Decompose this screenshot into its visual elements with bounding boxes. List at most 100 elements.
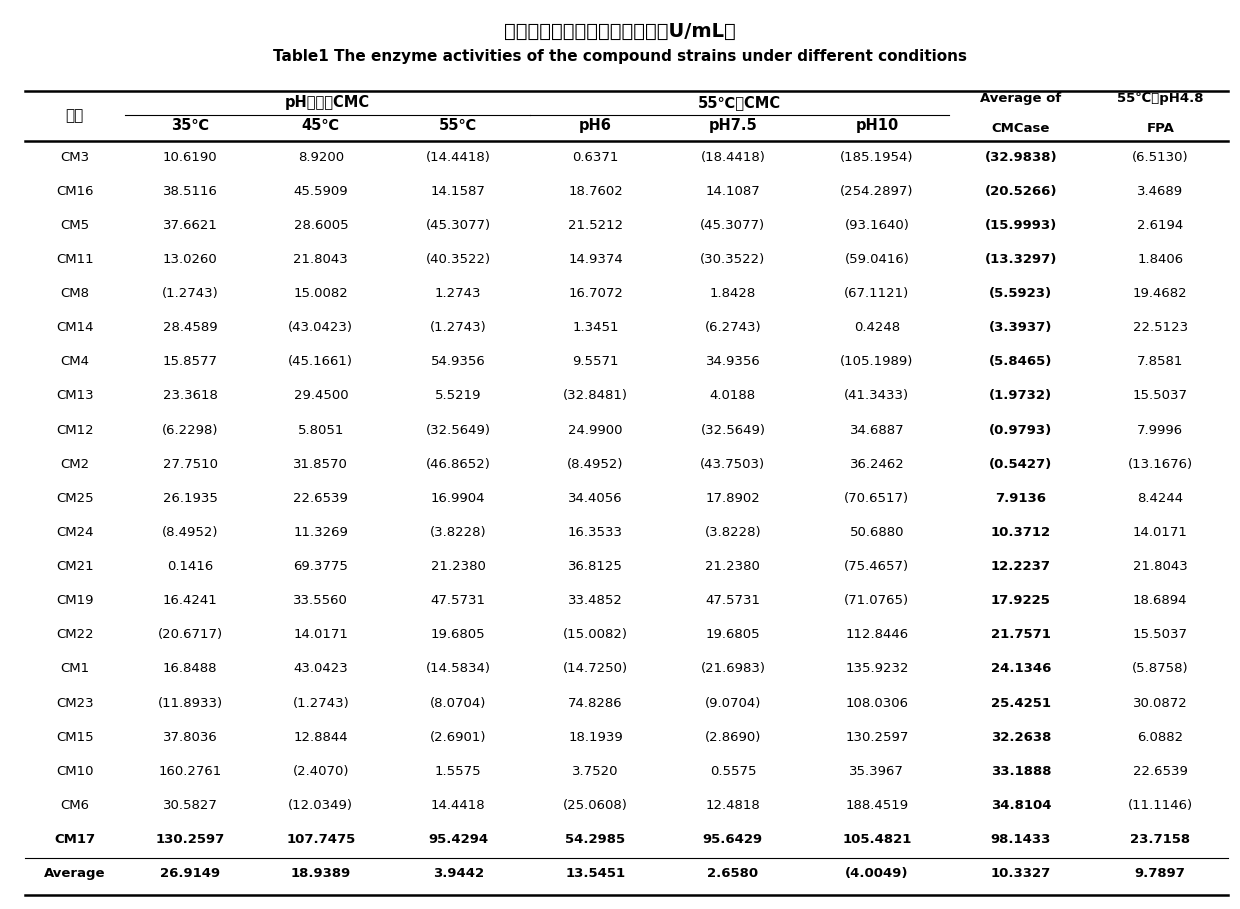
Text: (25.0608): (25.0608) xyxy=(563,799,627,812)
Text: (1.2743): (1.2743) xyxy=(430,321,486,335)
Text: 16.7072: 16.7072 xyxy=(568,287,622,300)
Text: 14.4418: 14.4418 xyxy=(430,799,486,812)
Text: 23.3618: 23.3618 xyxy=(162,389,217,403)
Text: CM5: CM5 xyxy=(61,219,89,232)
Text: (1.2743): (1.2743) xyxy=(161,287,218,300)
Text: 16.8488: 16.8488 xyxy=(162,663,217,675)
Text: 15.5037: 15.5037 xyxy=(1133,628,1188,642)
Text: (32.5649): (32.5649) xyxy=(425,424,491,436)
Text: 3.7520: 3.7520 xyxy=(573,764,619,778)
Text: pH7.5: pH7.5 xyxy=(708,118,758,134)
Text: 6.0882: 6.0882 xyxy=(1137,731,1183,744)
Text: (20.6717): (20.6717) xyxy=(157,628,223,642)
Text: 37.6621: 37.6621 xyxy=(162,219,217,232)
Text: (5.8758): (5.8758) xyxy=(1132,663,1189,675)
Text: CM11: CM11 xyxy=(56,253,93,266)
Text: 50.6880: 50.6880 xyxy=(849,526,904,539)
Text: 55℃: 55℃ xyxy=(439,118,477,134)
Text: 18.7602: 18.7602 xyxy=(568,185,622,197)
Text: 10.3712: 10.3712 xyxy=(991,526,1052,539)
Text: 130.2597: 130.2597 xyxy=(846,731,909,744)
Text: 12.2237: 12.2237 xyxy=(991,560,1052,573)
Text: 55℃／CMC: 55℃／CMC xyxy=(698,95,781,110)
Text: CM17: CM17 xyxy=(55,834,95,846)
Text: (32.9838): (32.9838) xyxy=(985,151,1058,164)
Text: 1.8428: 1.8428 xyxy=(709,287,756,300)
Text: 26.9149: 26.9149 xyxy=(160,867,221,880)
Text: 47.5731: 47.5731 xyxy=(430,594,486,607)
Text: (43.7503): (43.7503) xyxy=(701,458,765,471)
Text: (59.0416): (59.0416) xyxy=(844,253,909,266)
Text: 类别: 类别 xyxy=(66,108,84,124)
Text: 13.0260: 13.0260 xyxy=(162,253,217,266)
Text: (13.1676): (13.1676) xyxy=(1127,458,1193,471)
Text: (105.1989): (105.1989) xyxy=(841,355,914,368)
Text: 95.6429: 95.6429 xyxy=(703,834,763,846)
Text: pH10: pH10 xyxy=(856,118,899,134)
Text: 35℃: 35℃ xyxy=(171,118,210,134)
Text: (11.1146): (11.1146) xyxy=(1127,799,1193,812)
Text: 3.9442: 3.9442 xyxy=(433,867,484,880)
Text: (75.4657): (75.4657) xyxy=(844,560,909,573)
Text: 45℃: 45℃ xyxy=(301,118,340,134)
Text: 135.9232: 135.9232 xyxy=(846,663,909,675)
Text: 10.3327: 10.3327 xyxy=(991,867,1052,880)
Text: (2.4070): (2.4070) xyxy=(293,764,350,778)
Text: 19.6805: 19.6805 xyxy=(430,628,486,642)
Text: 1.3451: 1.3451 xyxy=(573,321,619,335)
Text: 30.0872: 30.0872 xyxy=(1133,696,1188,710)
Text: CM21: CM21 xyxy=(56,560,93,573)
Text: 22.5123: 22.5123 xyxy=(1132,321,1188,335)
Text: (45.1661): (45.1661) xyxy=(289,355,353,368)
Text: CM14: CM14 xyxy=(56,321,93,335)
Text: 0.5575: 0.5575 xyxy=(709,764,756,778)
Text: 36.8125: 36.8125 xyxy=(568,560,622,573)
Text: 21.2380: 21.2380 xyxy=(430,560,486,573)
Text: 54.2985: 54.2985 xyxy=(565,834,626,846)
Text: (93.1640): (93.1640) xyxy=(844,219,909,232)
Text: CM25: CM25 xyxy=(56,492,93,504)
Text: 8.9200: 8.9200 xyxy=(298,151,343,164)
Text: 18.6894: 18.6894 xyxy=(1133,594,1188,607)
Text: 复合菌系在不同条件下的酶活（U/mL）: 复合菌系在不同条件下的酶活（U/mL） xyxy=(505,23,735,41)
Text: 21.7571: 21.7571 xyxy=(991,628,1050,642)
Text: CM15: CM15 xyxy=(56,731,93,744)
Text: (5.5923): (5.5923) xyxy=(990,287,1053,300)
Text: CM23: CM23 xyxy=(56,696,93,710)
Text: (0.9793): (0.9793) xyxy=(990,424,1053,436)
Text: (4.0049): (4.0049) xyxy=(846,867,909,880)
Text: 160.2761: 160.2761 xyxy=(159,764,222,778)
Text: 21.5212: 21.5212 xyxy=(568,219,622,232)
Text: 18.9389: 18.9389 xyxy=(290,867,351,880)
Text: (45.3077): (45.3077) xyxy=(425,219,491,232)
Text: 35.3967: 35.3967 xyxy=(849,764,904,778)
Text: CM3: CM3 xyxy=(61,151,89,164)
Text: 33.5560: 33.5560 xyxy=(294,594,348,607)
Text: (3.8228): (3.8228) xyxy=(430,526,486,539)
Text: CM22: CM22 xyxy=(56,628,93,642)
Text: (5.8465): (5.8465) xyxy=(990,355,1053,368)
Text: (1.9732): (1.9732) xyxy=(990,389,1053,403)
Text: (18.4418): (18.4418) xyxy=(701,151,765,164)
Text: 14.0171: 14.0171 xyxy=(294,628,348,642)
Text: 16.9904: 16.9904 xyxy=(432,492,485,504)
Text: 43.0423: 43.0423 xyxy=(294,663,348,675)
Text: (13.3297): (13.3297) xyxy=(985,253,1056,266)
Text: CM2: CM2 xyxy=(61,458,89,471)
Text: 22.6539: 22.6539 xyxy=(1133,764,1188,778)
Text: 34.9356: 34.9356 xyxy=(706,355,760,368)
Text: 74.8286: 74.8286 xyxy=(568,696,622,710)
Text: (3.8228): (3.8228) xyxy=(704,526,761,539)
Text: 5.5219: 5.5219 xyxy=(435,389,481,403)
Text: 7.9136: 7.9136 xyxy=(996,492,1047,504)
Text: CM13: CM13 xyxy=(56,389,93,403)
Text: 15.8577: 15.8577 xyxy=(162,355,218,368)
Text: (9.0704): (9.0704) xyxy=(704,696,761,710)
Text: 7.8581: 7.8581 xyxy=(1137,355,1183,368)
Text: CM19: CM19 xyxy=(56,594,93,607)
Text: 13.5451: 13.5451 xyxy=(565,867,626,880)
Text: 19.4682: 19.4682 xyxy=(1133,287,1188,300)
Text: 33.4852: 33.4852 xyxy=(568,594,622,607)
Text: 36.2462: 36.2462 xyxy=(849,458,904,471)
Text: 17.8902: 17.8902 xyxy=(706,492,760,504)
